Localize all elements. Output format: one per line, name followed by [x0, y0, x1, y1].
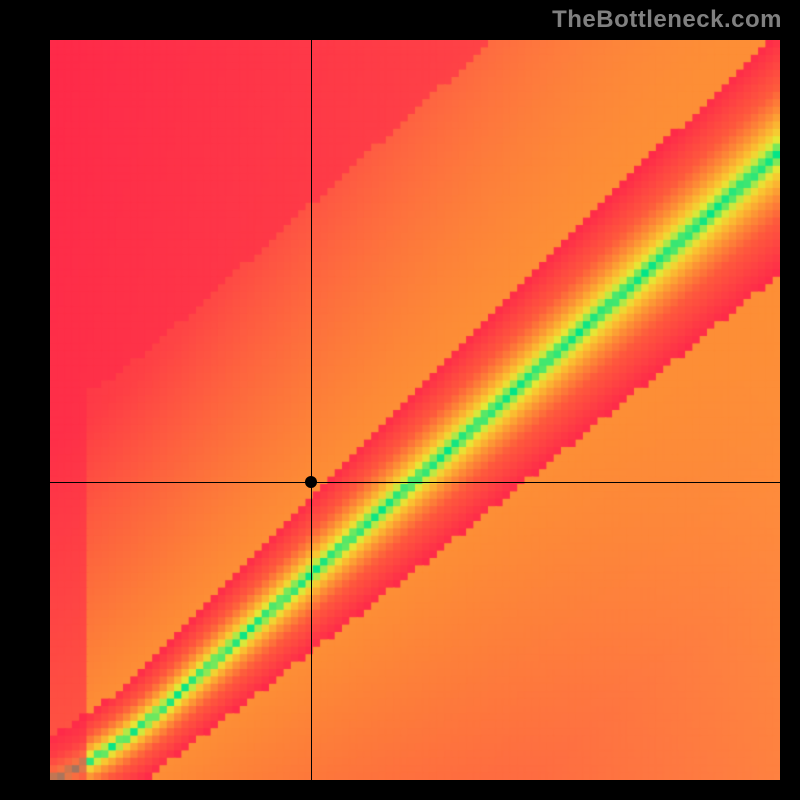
crosshair-marker: [305, 476, 317, 488]
crosshair-vertical: [311, 40, 312, 780]
crosshair-horizontal: [50, 482, 780, 483]
bottleneck-heatmap: [50, 40, 780, 780]
chart-container: { "watermark": "TheBottleneck.com", "cha…: [0, 0, 800, 800]
watermark-text: TheBottleneck.com: [552, 6, 782, 34]
